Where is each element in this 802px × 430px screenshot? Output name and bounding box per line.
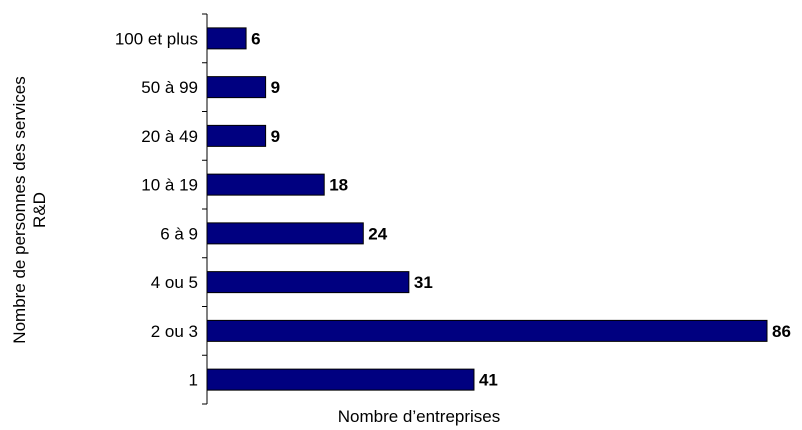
- value-label: 24: [368, 224, 387, 243]
- value-label: 9: [271, 127, 280, 146]
- bar: [206, 271, 410, 294]
- y-axis-title-line-1: Nombre de personnes des services: [10, 76, 29, 343]
- bar: [206, 319, 768, 342]
- bar: [206, 124, 267, 147]
- category-label: 100 et plus: [115, 29, 198, 48]
- value-label: 9: [271, 78, 280, 97]
- category-label: 20 à 49: [141, 127, 198, 146]
- x-axis-title: Nombre d’entreprises: [338, 407, 501, 426]
- value-label: 41: [479, 371, 498, 390]
- value-label: 31: [414, 273, 433, 292]
- category-label: 50 à 99: [141, 78, 198, 97]
- category-label: 1: [189, 371, 198, 390]
- category-label: 10 à 19: [141, 176, 198, 195]
- category-label: 4 ou 5: [151, 273, 198, 292]
- bars-group: [206, 27, 768, 391]
- bar: [206, 76, 267, 99]
- category-labels: 100 et plus 50 à 99 20 à 49 10 à 19 6 à 9 4 o…: [115, 29, 198, 389]
- bar: [206, 222, 364, 245]
- bar: [206, 27, 247, 50]
- y-axis-title: Nombre de personnes des services R&D: [10, 76, 49, 343]
- value-label: 6: [251, 29, 260, 48]
- y-axis-ticks: [202, 13, 207, 405]
- value-labels: 6 9 9 18 24 31 86 41: [251, 29, 791, 389]
- value-label: 86: [772, 322, 791, 341]
- bar: [206, 173, 325, 196]
- bar: [206, 368, 475, 391]
- y-axis-title-line-2: R&D: [30, 192, 49, 228]
- category-label: 6 à 9: [160, 224, 198, 243]
- category-label: 2 ou 3: [151, 322, 198, 341]
- value-label: 18: [329, 176, 348, 195]
